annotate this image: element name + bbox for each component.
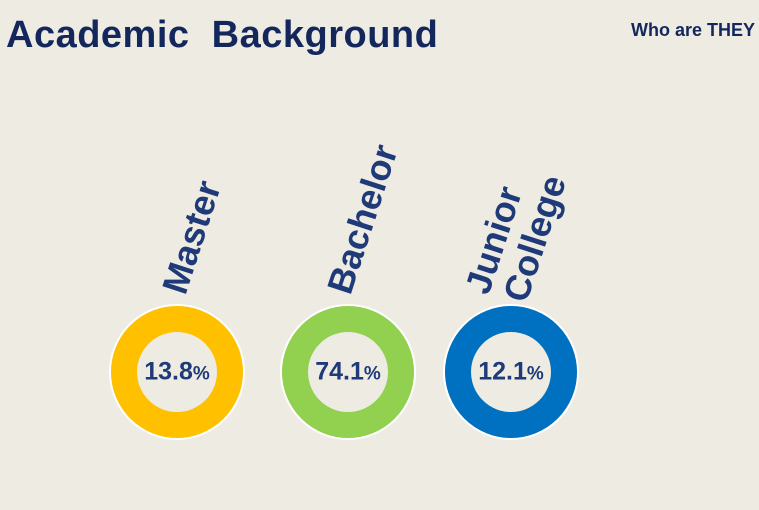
junior-college-donut: 12.1% xyxy=(445,306,577,438)
bachelor-value: 74.1 xyxy=(315,357,364,386)
bachelor-percent: 74.1% xyxy=(315,358,381,387)
master-donut: 13.8% xyxy=(111,306,243,438)
master-label: Master xyxy=(153,175,229,299)
bachelor-donut: 74.1% xyxy=(282,306,414,438)
master-value: 13.8 xyxy=(144,357,193,386)
junior-college-unit: % xyxy=(526,363,544,385)
bachelor-unit: % xyxy=(363,363,381,385)
junior-college-percent: 12.1% xyxy=(478,358,544,387)
section-tag: Who are THEY xyxy=(630,20,755,40)
master-unit: % xyxy=(192,363,210,385)
page-title: Academic Background xyxy=(6,14,439,56)
junior-college-value: 12.1 xyxy=(478,357,527,386)
bachelor-label: Bachelor xyxy=(318,139,406,299)
master-percent: 13.8% xyxy=(144,358,210,387)
